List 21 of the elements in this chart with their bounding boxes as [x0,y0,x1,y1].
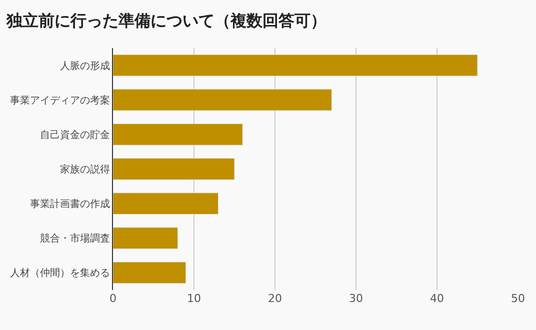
x-tick-label: 10 [187,292,201,305]
y-tick-label: 事業アイディアの考案 [10,94,110,106]
y-tick-label: 人材（仲間）を集める [10,267,110,280]
x-tick-label: 30 [349,292,363,305]
y-tick-label: 人脈の形成 [60,60,110,72]
bar [113,88,332,111]
bar [113,54,478,76]
bar [113,262,186,284]
y-tick-label: 家族の説得 [60,164,110,176]
x-tick-label: 50 [511,292,525,305]
chart-title: 独立前に行った準備について（複数回答可） [5,11,326,30]
bar [113,123,243,146]
x-tick-label: 0 [110,292,116,305]
bar [113,192,219,215]
bar [113,158,235,180]
bar [113,227,178,250]
y-tick-label: 事業計画書の作成 [30,198,110,210]
x-tick-label: 40 [430,292,444,305]
x-tick-label: 20 [268,292,282,305]
y-tick-label: 自己資金の貯金 [40,128,110,141]
y-tick-label: 競合・市場調査 [40,232,110,245]
